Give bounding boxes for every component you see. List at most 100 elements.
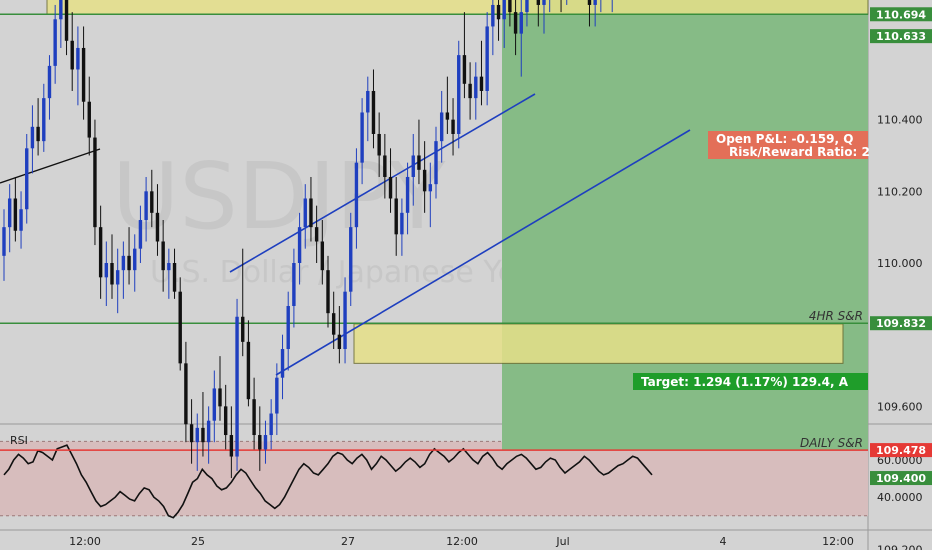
candle-body-46 xyxy=(263,435,268,450)
candle-body-64 xyxy=(366,90,370,113)
candle-body-91 xyxy=(519,12,523,34)
candle-body-48 xyxy=(275,377,279,414)
candle-body-62 xyxy=(354,162,359,228)
candle-body-67 xyxy=(383,155,387,177)
rsi-band xyxy=(0,441,868,516)
candle-body-66 xyxy=(377,133,381,156)
candle-body-68 xyxy=(388,176,393,199)
candle-body-9 xyxy=(53,19,57,66)
candle-body-22 xyxy=(127,255,131,271)
candle-body-85 xyxy=(485,26,489,91)
candle-body-88 xyxy=(502,0,506,20)
candle-body-8 xyxy=(47,65,52,99)
candle-body-45 xyxy=(258,435,262,450)
candle-body-37 xyxy=(212,388,217,421)
support-zone xyxy=(353,323,844,364)
candle-body-38 xyxy=(218,388,222,407)
candle-body-104 xyxy=(593,0,597,5)
price-tick-4: 109.600 xyxy=(877,400,923,413)
candle-body-6 xyxy=(36,126,40,142)
candle-body-17 xyxy=(98,227,103,278)
candle-body-83 xyxy=(474,76,478,99)
price-tick-2: 110.200 xyxy=(877,185,923,198)
candle-body-89 xyxy=(508,0,512,13)
time-tick-4: Jul xyxy=(555,535,569,548)
candle-body-52 xyxy=(297,227,302,263)
candle-body-81 xyxy=(462,55,467,84)
candle-body-77 xyxy=(439,112,444,142)
trend-line xyxy=(0,148,101,184)
candle-body-10 xyxy=(59,0,63,20)
candle-body-95 xyxy=(542,0,546,5)
candle-body-41 xyxy=(235,316,239,457)
candle-body-60 xyxy=(343,291,347,350)
level-tag-3-bg xyxy=(870,7,932,22)
level-tag-5-text: 109.478 xyxy=(876,444,926,457)
candle-body-51 xyxy=(292,263,296,307)
candle-body-4 xyxy=(25,148,29,210)
candle-body-28 xyxy=(161,241,165,271)
candle-body-76 xyxy=(434,141,438,185)
time-tick-1: 25 xyxy=(191,535,205,548)
candle-body-5 xyxy=(30,126,35,149)
target-label: Target: 1.294 (1.17%) 129.4, A xyxy=(641,375,849,389)
candle-body-31 xyxy=(178,291,182,364)
candle-body-40 xyxy=(229,435,234,457)
candle-body-30 xyxy=(172,263,177,292)
candle-body-7 xyxy=(42,98,46,142)
candle-body-11 xyxy=(64,0,69,41)
candle-body-50 xyxy=(286,306,290,350)
rsi-tick-1: 40.0000 xyxy=(877,491,923,504)
rsi-tick-0: 60.0000 xyxy=(877,454,923,467)
target-label-bg xyxy=(633,373,868,390)
candle-body-25 xyxy=(144,191,148,220)
candle-body-27 xyxy=(155,212,160,242)
open-pl-label: Open P&L: -0.159, Q xyxy=(716,132,853,146)
price-tick-5: 109.200 xyxy=(877,544,923,550)
candle-body-43 xyxy=(246,341,251,400)
level-tag-3-text: 110.694 xyxy=(876,8,926,21)
candle-body-70 xyxy=(400,212,404,235)
time-tick-5: 4 xyxy=(720,535,727,548)
candle-body-3 xyxy=(19,209,23,231)
risk-reward-label: Risk/Reward Ratio: 2 xyxy=(729,145,870,159)
price-tag-3-text: 110.633 xyxy=(876,30,926,43)
candle-body-87 xyxy=(496,4,501,20)
candle-body-47 xyxy=(269,413,273,436)
candle-body-92 xyxy=(525,0,529,13)
candle-body-2 xyxy=(13,198,18,231)
rsi-pane: RSI 60.0000 40.0000 xyxy=(0,434,923,519)
candle-body-59 xyxy=(337,334,342,350)
candle-body-18 xyxy=(104,263,109,278)
level-tag-5-bg xyxy=(870,443,932,458)
candle-body-79 xyxy=(451,119,455,134)
candle-body-74 xyxy=(422,169,427,192)
candle-body-21 xyxy=(121,255,126,271)
candle-body-23 xyxy=(133,248,137,271)
candle-body-12 xyxy=(70,40,74,70)
open-pl-label-bg xyxy=(708,131,868,159)
candle-body-29 xyxy=(167,263,171,271)
candle-body-71 xyxy=(405,176,410,213)
candle-body-54 xyxy=(309,198,313,228)
candle-body-26 xyxy=(150,191,154,213)
price-tick-3: 110.000 xyxy=(877,257,923,270)
candle-body-82 xyxy=(468,83,472,99)
level-label-5: DAILY S&R xyxy=(800,436,863,450)
candle-body-65 xyxy=(371,90,376,134)
price-tag-4-bg xyxy=(870,471,932,486)
rsi-line xyxy=(3,444,653,519)
rsi-label: RSI xyxy=(10,434,28,447)
candle-body-86 xyxy=(491,4,495,27)
candle-body-61 xyxy=(349,227,353,292)
channel-upper-line xyxy=(229,93,536,273)
time-tick-3: 12:00 xyxy=(446,535,478,548)
price-tag-4-text: 109.400 xyxy=(876,472,926,485)
level-label-4: 4HR S&R xyxy=(809,309,863,323)
candle-body-44 xyxy=(252,399,256,436)
candle-body-94 xyxy=(536,0,541,5)
level-tag-4-bg xyxy=(870,316,932,331)
price-tick-1: 110.400 xyxy=(877,114,923,127)
candle-body-33 xyxy=(189,424,194,443)
candle-body-42 xyxy=(241,316,245,342)
